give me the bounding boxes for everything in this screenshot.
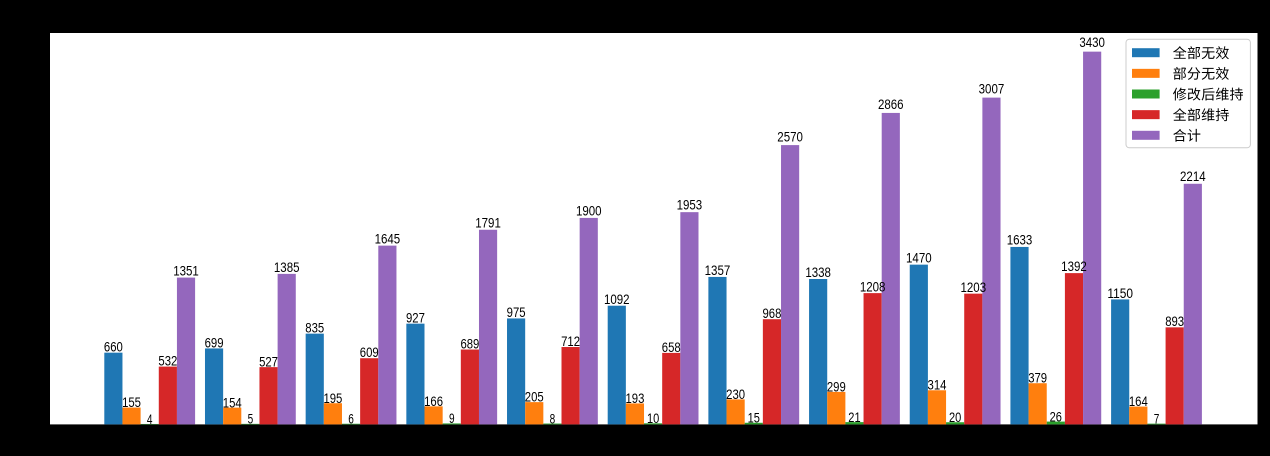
svg-text:10: 10	[647, 411, 659, 426]
svg-text:1900: 1900	[576, 203, 602, 218]
svg-text:1338: 1338	[805, 265, 831, 280]
svg-text:205: 205	[525, 390, 544, 405]
svg-text:8: 8	[550, 411, 556, 426]
svg-text:21: 21	[848, 410, 860, 425]
svg-text:379: 379	[1028, 371, 1047, 386]
svg-text:20: 20	[949, 410, 961, 425]
svg-text:532: 532	[158, 354, 177, 369]
svg-text:1953: 1953	[677, 197, 703, 212]
svg-text:689: 689	[460, 336, 479, 351]
svg-text:1392: 1392	[1061, 259, 1087, 274]
svg-text:609: 609	[360, 345, 379, 360]
svg-text:3430: 3430	[1079, 35, 1105, 50]
svg-text:1791: 1791	[475, 215, 501, 230]
svg-text:4: 4	[147, 412, 153, 427]
svg-text:230: 230	[726, 387, 745, 402]
svg-text:1470: 1470	[906, 251, 932, 266]
svg-text:1203: 1203	[961, 280, 987, 295]
svg-text:5: 5	[248, 412, 254, 427]
svg-text:9: 9	[449, 411, 455, 426]
svg-text:195: 195	[323, 391, 342, 406]
svg-text:1385: 1385	[274, 260, 300, 275]
svg-text:527: 527	[259, 354, 278, 369]
svg-text:1092: 1092	[604, 292, 630, 307]
svg-text:712: 712	[561, 334, 580, 349]
svg-text:166: 166	[424, 394, 443, 409]
svg-text:893: 893	[1165, 314, 1184, 329]
svg-text:2570: 2570	[777, 130, 803, 145]
svg-text:2214: 2214	[1180, 169, 1206, 184]
svg-text:968: 968	[762, 306, 781, 321]
svg-text:1645: 1645	[375, 231, 401, 246]
svg-text:26: 26	[1050, 409, 1062, 424]
svg-text:299: 299	[827, 379, 846, 394]
svg-text:1150: 1150	[1107, 286, 1133, 301]
svg-text:1351: 1351	[173, 264, 199, 279]
svg-text:658: 658	[662, 340, 681, 355]
svg-text:154: 154	[223, 395, 242, 410]
svg-text:155: 155	[122, 395, 141, 410]
svg-text:1357: 1357	[705, 263, 731, 278]
svg-text:7: 7	[1154, 411, 1160, 426]
svg-text:660: 660	[104, 340, 123, 355]
svg-text:2866: 2866	[878, 97, 904, 112]
svg-text:164: 164	[1129, 394, 1148, 409]
svg-text:1633: 1633	[1007, 233, 1033, 248]
svg-text:835: 835	[305, 320, 324, 335]
svg-text:314: 314	[928, 378, 947, 393]
svg-text:975: 975	[507, 305, 526, 320]
svg-text:193: 193	[625, 391, 644, 406]
svg-text:3007: 3007	[979, 82, 1005, 97]
svg-text:927: 927	[406, 310, 425, 325]
svg-text:15: 15	[748, 411, 760, 426]
svg-text:6: 6	[348, 412, 354, 427]
svg-text:1208: 1208	[860, 279, 886, 294]
svg-text:699: 699	[205, 335, 224, 350]
